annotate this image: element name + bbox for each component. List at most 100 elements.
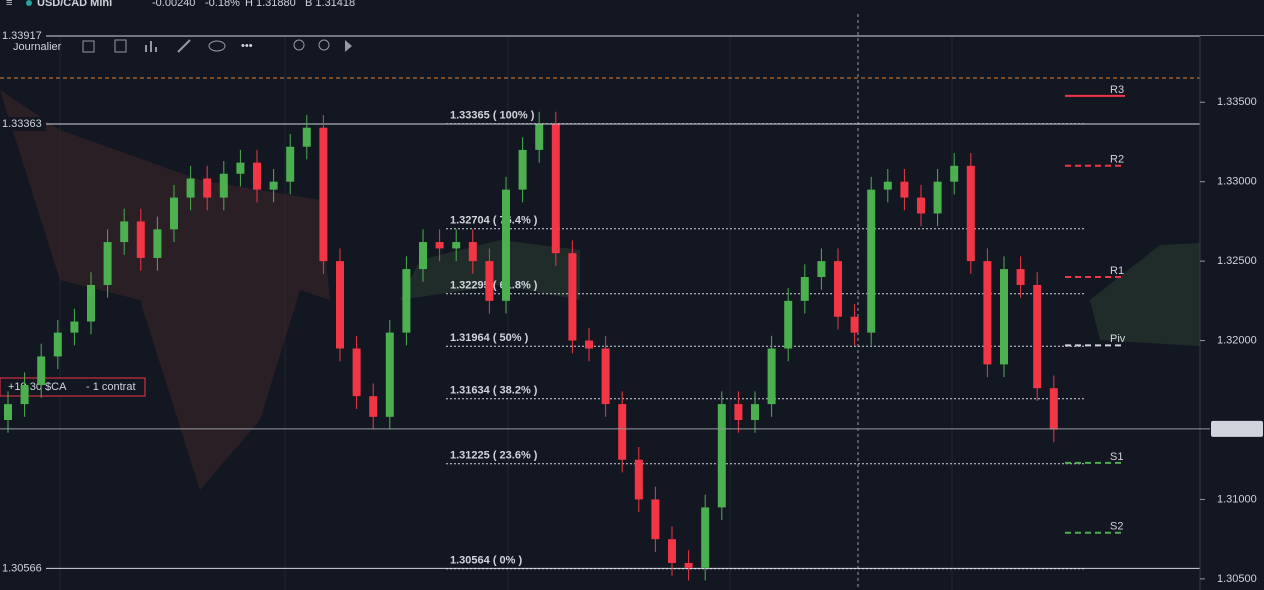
status-dot: [26, 0, 32, 6]
candle-body: [867, 189, 876, 333]
last-price-tag: [1211, 420, 1263, 437]
candle-body: [136, 221, 145, 258]
candle-body: [203, 178, 212, 198]
play[interactable]: [345, 40, 352, 52]
candle-body: [734, 404, 743, 421]
candle-body: [452, 242, 461, 249]
candle-body: [767, 348, 776, 405]
fib-label: 1.31964 ( 50% ): [450, 332, 529, 344]
candle-body: [53, 332, 62, 357]
candle-body: [485, 261, 494, 301]
level-label: 1.33363: [2, 118, 42, 130]
price-tick-label: 1.32500: [1217, 255, 1257, 267]
candle-body: [950, 165, 959, 182]
pivot-label: S1: [1110, 451, 1123, 463]
candle-body: [551, 124, 560, 254]
position: +19.30 $CA - 1 contrat: [0, 377, 146, 397]
candle-body: [983, 261, 992, 365]
pivot-label: Piv: [1110, 333, 1126, 345]
fib-label: 1.33365 ( 100% ): [450, 110, 535, 122]
candle-body: [319, 127, 328, 262]
chart-layer: 1.33917 1.33363 1.30566 1.33365 ( 100% ) 1.3…: [0, 29, 1264, 590]
candle-body: [684, 562, 693, 568]
candle-body: [87, 284, 95, 322]
level-tag: [0, 117, 46, 132]
change: -0.00240: [152, 0, 195, 9]
position-size: - 1 contrat: [86, 381, 136, 393]
fib-label: 1.30564 ( 0% ): [450, 555, 522, 567]
level-tag: [0, 29, 46, 43]
candle-body: [568, 253, 577, 341]
candle-body: [634, 459, 643, 500]
candle-body: [153, 229, 162, 258]
fib-label: 1.32704 ( 76.4% ): [450, 215, 538, 227]
candle-body: [834, 261, 842, 317]
candle-body: [37, 356, 46, 386]
price-tick-label: 1.33000: [1217, 176, 1257, 188]
candle-body: [651, 499, 660, 540]
candle-body: [751, 404, 759, 421]
header: ≡ USD/CAD Mini -0.00240 -0.18% H 1.31880…: [6, 0, 355, 9]
candle-body: [1016, 269, 1025, 285]
price-tick-label: 1.30500: [1217, 573, 1257, 585]
candle-body: [385, 332, 394, 417]
symbol[interactable]: USD/CAD Mini: [37, 0, 112, 9]
menu-icon[interactable]: ≡: [6, 0, 12, 9]
pivot-label: R1: [1110, 265, 1124, 277]
candle-body: [435, 242, 444, 249]
price-tick-label: 1.31000: [1217, 493, 1257, 505]
zoom-out[interactable]: [293, 39, 305, 51]
candle-body: [70, 321, 79, 333]
candle-body: [917, 197, 925, 214]
pivot-label: R3: [1110, 84, 1124, 96]
level-tag: [0, 561, 46, 576]
candle-body: [286, 146, 295, 182]
candle-body: [717, 404, 726, 508]
zoom-in[interactable]: [318, 39, 330, 51]
candle-body: [1000, 269, 1008, 365]
candle-body: [4, 404, 12, 421]
toolbar: Journalier •••: [13, 39, 352, 53]
price-tick-label: 1.32000: [1217, 334, 1257, 346]
candle-body: [850, 316, 859, 333]
level-label: 1.30566: [2, 562, 42, 574]
bid: B 1.31418: [305, 0, 355, 9]
candle-body: [883, 181, 892, 190]
tool-icon[interactable]: [114, 39, 127, 53]
candle-body: [236, 162, 245, 174]
candle-body: [817, 261, 826, 278]
candle-body: [800, 277, 809, 301]
candle-body: [302, 127, 311, 147]
candle-body: [966, 165, 975, 262]
candle-body: [253, 162, 261, 190]
fib-label: 1.32295 ( 61.8% ): [450, 280, 538, 292]
candle-body: [20, 385, 29, 405]
candle-body: [585, 340, 593, 349]
cloud: [0, 90, 330, 490]
candle-body: [784, 300, 793, 349]
candle-body: [701, 507, 710, 568]
candle-body: [1049, 388, 1058, 430]
position-box[interactable]: [0, 377, 146, 397]
candle-body: [535, 124, 544, 150]
candle-body: [900, 181, 909, 198]
candle-body: [352, 348, 361, 397]
tool-icon[interactable]: [177, 39, 191, 53]
candle-body: [933, 181, 942, 214]
candle-body: [1033, 284, 1042, 389]
candle-body: [120, 221, 129, 243]
tool-icon[interactable]: •••: [241, 40, 253, 52]
tool-icon[interactable]: [208, 40, 226, 52]
candle-body: [419, 242, 427, 270]
period-button[interactable]: Journalier: [13, 41, 62, 53]
price-tick-label: 1.33500: [1217, 96, 1257, 108]
last-price-label: 1.31444: [1215, 423, 1255, 435]
candle-body: [502, 189, 510, 301]
tool-icon[interactable]: [145, 41, 157, 52]
pivot-label: R2: [1110, 154, 1124, 166]
candle-body: [269, 181, 278, 190]
tool-icon[interactable]: [82, 40, 95, 53]
candle-body: [369, 396, 378, 417]
